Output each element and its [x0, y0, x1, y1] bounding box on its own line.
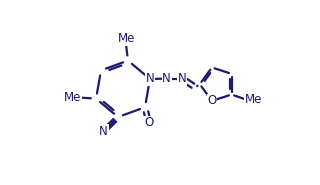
Text: Me: Me	[117, 32, 135, 45]
Text: N: N	[99, 125, 108, 138]
Text: Me: Me	[245, 93, 262, 106]
Text: O: O	[144, 116, 153, 130]
Text: O: O	[207, 94, 217, 107]
Text: N: N	[146, 73, 154, 85]
Text: Me: Me	[63, 91, 81, 104]
Text: N: N	[162, 72, 171, 85]
Text: N: N	[178, 72, 187, 85]
